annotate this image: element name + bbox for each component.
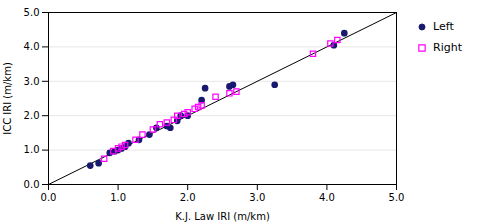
svg-text:5.0: 5.0 xyxy=(389,192,405,203)
html-text:Right: Right xyxy=(433,41,462,54)
svg-text:3.0: 3.0 xyxy=(24,76,40,87)
svg-text:ICC IRI (m/km): ICC IRI (m/km) xyxy=(2,62,13,135)
svg-text:4.0: 4.0 xyxy=(24,41,40,52)
svg-text:1.0: 1.0 xyxy=(24,144,40,155)
svg-text:2.0: 2.0 xyxy=(180,192,196,203)
svg-text:0.0: 0.0 xyxy=(24,179,40,190)
html-text:Left: Left xyxy=(433,20,454,33)
svg-text:4.0: 4.0 xyxy=(319,192,335,203)
svg-text:K.J. Law IRI (m/km): K.J. Law IRI (m/km) xyxy=(175,211,270,222)
svg-text:5.0: 5.0 xyxy=(24,7,40,18)
svg-text:1.0: 1.0 xyxy=(110,192,126,203)
svg-text:2.0: 2.0 xyxy=(24,110,40,121)
svg-text:0.0: 0.0 xyxy=(41,192,57,203)
svg-text:3.0: 3.0 xyxy=(249,192,265,203)
